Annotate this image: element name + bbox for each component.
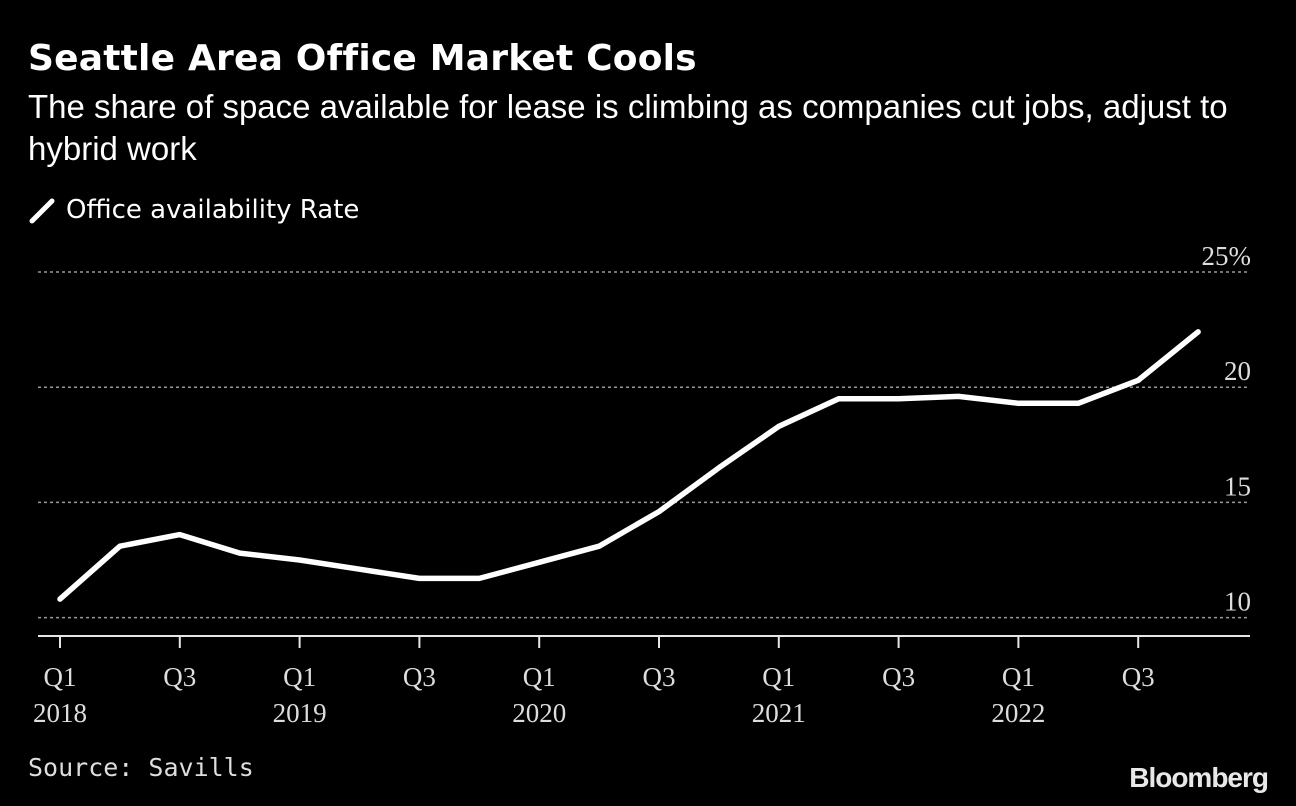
x-tick-year-label: 2020	[512, 698, 566, 728]
chart-subtitle: The share of space available for lease i…	[28, 88, 1228, 167]
x-tick-year-label: 2022	[991, 698, 1045, 728]
gridlines	[38, 271, 1250, 619]
x-tick-year-label: 2019	[273, 698, 327, 728]
y-tick-label: 20	[1224, 356, 1251, 386]
legend-line-icon	[29, 198, 55, 224]
chart-title: Seattle Area Office Market Cools	[28, 38, 697, 79]
x-tick-year-label: 2018	[33, 698, 87, 728]
y-axis-labels: 10 15 20 25%	[1202, 241, 1252, 617]
legend: Office availability Rate	[28, 192, 359, 228]
x-tick-label: Q3	[882, 662, 915, 692]
source-note: Source: Savills	[28, 753, 254, 782]
series-line	[57, 329, 1201, 602]
x-tick-label: Q3	[643, 662, 676, 692]
y-tick-label: 15	[1224, 471, 1251, 501]
x-tick-label: Q3	[1122, 662, 1155, 692]
x-tick-label: Q1	[762, 662, 795, 692]
x-tick-label: Q1	[1002, 662, 1035, 692]
x-tick-year-label: 2021	[752, 698, 806, 728]
x-tick-label: Q3	[163, 662, 196, 692]
x-tick-label: Q1	[44, 662, 77, 692]
x-tick-label: Q1	[283, 662, 316, 692]
legend-label: Office availability Rate	[66, 195, 360, 225]
x-axis: Q1 2018 Q3 Q1 2019 Q3 Q1 2020 Q3 Q1 2021 Q3 Q1 2022 Q3	[33, 635, 1250, 728]
series-lines	[57, 329, 1201, 602]
bloomberg-logo: Bloomberg	[1129, 762, 1269, 793]
y-tick-label: 25%	[1202, 241, 1252, 271]
x-tick-label: Q3	[403, 662, 436, 692]
x-tick-label: Q1	[523, 662, 556, 692]
y-tick-label: 10	[1224, 587, 1251, 617]
